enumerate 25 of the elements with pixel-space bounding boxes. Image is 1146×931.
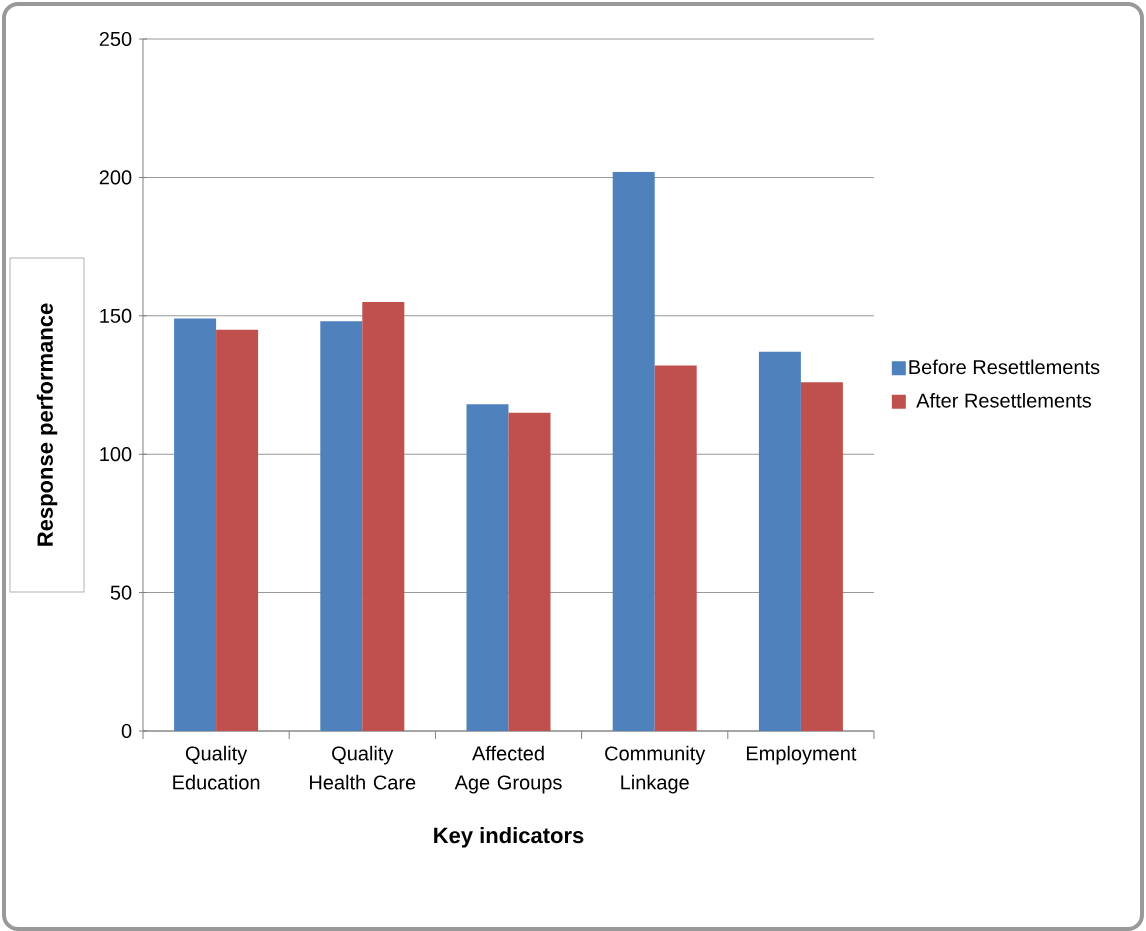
bar	[508, 412, 551, 731]
y-tick-label: 200	[99, 170, 132, 185]
bar	[362, 301, 405, 731]
bar	[654, 365, 697, 731]
y-axis-title: Response performance	[36, 303, 58, 546]
bar	[466, 404, 509, 731]
y-tick-label: 50	[110, 585, 132, 600]
y-tick-label: 100	[100, 447, 132, 462]
bar	[216, 329, 259, 731]
bar	[800, 382, 843, 731]
x-tick-label: Quality Health Care	[310, 745, 416, 790]
x-tick-label: Quality Education	[173, 745, 260, 790]
x-tick-label: Community Linkage	[605, 745, 706, 794]
bar	[612, 171, 655, 731]
bar	[320, 321, 363, 731]
bar	[758, 351, 801, 731]
x-tick-label: Affected Age Groups	[454, 745, 562, 794]
bar	[174, 318, 217, 731]
legend-label: After Resettlements	[916, 392, 1092, 408]
y-tick-label: 0	[121, 723, 132, 739]
x-axis-title: Key indicators	[434, 827, 584, 848]
y-tick-label: 150	[100, 308, 132, 323]
legend-label: Before Resettlements	[909, 359, 1100, 375]
x-tick-label: Employment	[746, 745, 857, 765]
y-tick-label: 250	[99, 31, 132, 47]
